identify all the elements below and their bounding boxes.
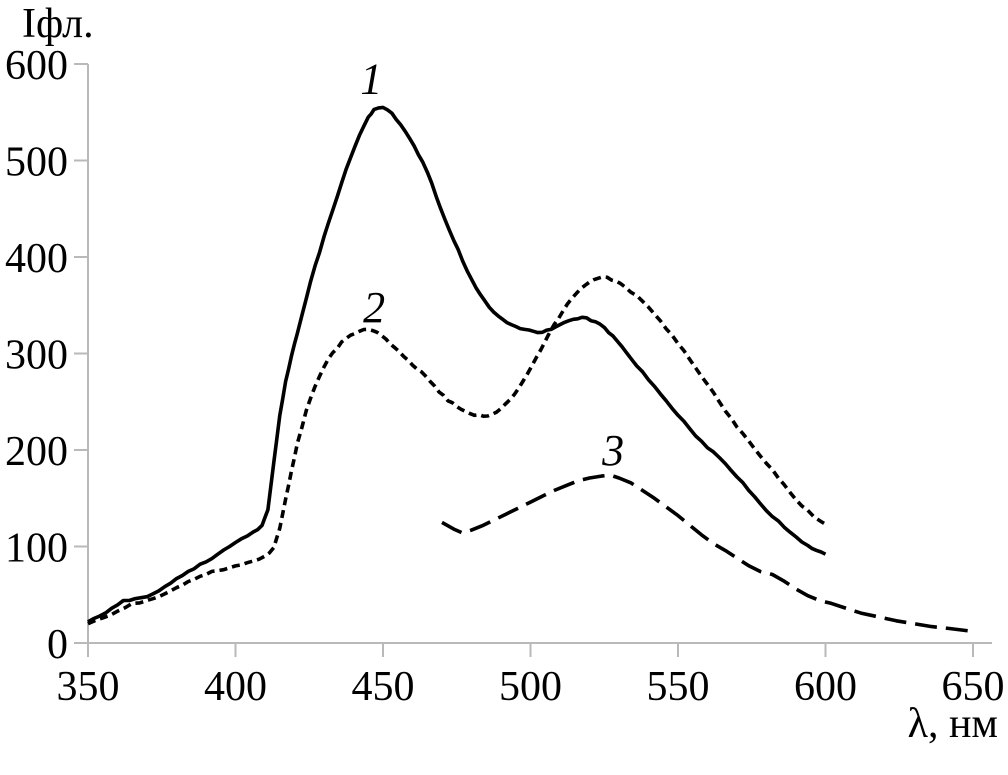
x-tick-label: 650 (942, 664, 1005, 710)
x-tick-label: 500 (499, 664, 562, 710)
curve-1 (87, 105, 827, 624)
x-axis-title: λ, нм (908, 701, 998, 747)
y-tick-label: 500 (5, 140, 68, 186)
curve-labels-layer: 1 2 3 (360, 54, 624, 475)
x-tick-label: 450 (352, 664, 415, 710)
curve-2 (87, 275, 827, 626)
x-tick-label: 550 (647, 664, 710, 710)
y-tick-label: 600 (5, 43, 68, 89)
series-layer (87, 105, 974, 634)
x-tick-label: 350 (57, 664, 120, 710)
y-tick-label: 0 (47, 622, 68, 668)
x-tick-label: 400 (204, 664, 267, 710)
curve-label-1: 1 (360, 54, 382, 103)
y-tick-label: 300 (5, 333, 68, 379)
axes-layer: 0 100 200 300 400 500 600 350 400 450 500 550 600 650 (5, 43, 1005, 710)
curve-label-3: 3 (601, 426, 624, 475)
curve-3 (441, 473, 974, 634)
curve-label-2: 2 (363, 283, 385, 332)
x-tick-label: 600 (794, 664, 857, 710)
y-axis-title: Іфл. (22, 1, 94, 47)
y-tick-label: 100 (5, 526, 68, 572)
y-tick-label: 200 (5, 429, 68, 475)
y-tick-label: 400 (5, 236, 68, 282)
